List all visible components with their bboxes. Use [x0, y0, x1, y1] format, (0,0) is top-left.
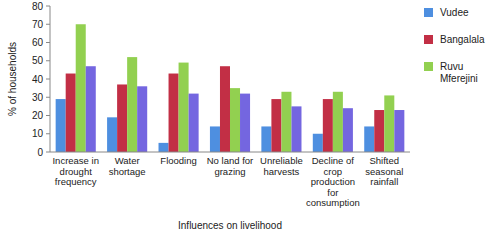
x-tick-label: Shiftedseasonalrainfall — [365, 155, 403, 187]
text-line: consumption — [306, 197, 360, 208]
text-line: Unreliable — [260, 155, 303, 166]
x-axis — [50, 152, 410, 153]
y-axis-title: % of households — [7, 42, 18, 116]
legend-label: Bangalala — [440, 34, 485, 45]
text-line: production — [311, 176, 355, 187]
legend-swatch — [424, 8, 433, 17]
legend-label: Vudee — [440, 7, 469, 18]
text-line: Flooding — [160, 155, 196, 166]
y-tick-label: 0 — [37, 147, 43, 158]
text-line: drought — [60, 166, 93, 177]
x-tick-label: Flooding — [160, 155, 196, 166]
legend-label: RuvuMferejini — [440, 61, 478, 84]
x-tick-label: Unreliableharvests — [260, 155, 303, 177]
bar — [261, 126, 271, 152]
bar — [240, 94, 250, 152]
y-tick — [46, 6, 50, 7]
text-line: Mferejini — [440, 73, 478, 84]
bar — [86, 66, 96, 152]
y-tick-label: 20 — [32, 110, 44, 121]
bar — [159, 143, 169, 152]
bar — [127, 57, 137, 152]
y-tick — [46, 79, 50, 80]
y-tick — [46, 42, 50, 43]
y-tick — [46, 115, 50, 116]
bar — [291, 106, 301, 152]
bar — [117, 84, 127, 152]
y-tick-label: 70 — [32, 19, 44, 30]
y-tick-label: 30 — [32, 92, 44, 103]
x-tick-label: Increase indroughtfrequency — [52, 155, 98, 187]
y-tick — [46, 152, 50, 153]
bar — [343, 108, 353, 152]
legend-swatch — [424, 35, 433, 44]
text-line: Water — [115, 155, 140, 166]
text-line: No land for — [207, 155, 253, 166]
text-line: Bangalala — [440, 34, 485, 45]
y-tick — [46, 133, 50, 134]
bar — [271, 99, 281, 152]
x-axis-title: Influences on livelihood — [178, 220, 282, 231]
x-tick-label: Decline ofcropproductionforconsumption — [306, 155, 360, 208]
x-tick-label: No land forgrazing — [207, 155, 253, 177]
text-line: Vudee — [440, 7, 469, 18]
text-line: rainfall — [370, 176, 398, 187]
bar — [313, 134, 323, 152]
y-tick-label: 10 — [32, 128, 44, 139]
bar — [364, 126, 374, 152]
bar — [56, 99, 66, 152]
bar — [107, 117, 117, 152]
y-tick-label: 40 — [32, 74, 44, 85]
bar — [210, 126, 220, 152]
bar — [220, 66, 230, 152]
bar — [66, 74, 76, 152]
text-line: Decline of — [312, 155, 355, 166]
legend-swatch — [424, 62, 433, 71]
bar — [281, 92, 291, 152]
y-tick-label: 80 — [32, 1, 44, 12]
text-line: Ruvu — [440, 61, 463, 72]
y-tick — [46, 24, 50, 25]
bar — [384, 95, 394, 152]
bar — [230, 88, 240, 152]
text-line: Shifted — [369, 155, 399, 166]
y-tick — [46, 60, 50, 61]
text-line: for — [327, 187, 338, 198]
text-line: seasonal — [365, 166, 403, 177]
bar — [137, 86, 147, 152]
bar — [189, 94, 199, 152]
text-line: Increase in — [52, 155, 98, 166]
bar — [394, 110, 404, 152]
bar — [76, 24, 86, 152]
bar — [323, 99, 333, 152]
y-tick — [46, 97, 50, 98]
text-line: crop — [324, 166, 342, 177]
x-tick-label: Watershortage — [109, 155, 146, 177]
bar — [374, 110, 384, 152]
y-tick-label: 50 — [32, 55, 44, 66]
text-line: shortage — [109, 166, 146, 177]
text-line: grazing — [214, 166, 245, 177]
chart: 0 10 20 30 40 50 60 70 80 Increase indroughtfrequ… — [0, 0, 500, 236]
text-line: frequency — [55, 176, 97, 187]
bar — [179, 63, 189, 152]
y-tick-label: 60 — [32, 37, 44, 48]
bar — [333, 92, 343, 152]
bar — [169, 74, 179, 152]
text-line: harvests — [263, 166, 299, 177]
bars — [56, 24, 405, 152]
